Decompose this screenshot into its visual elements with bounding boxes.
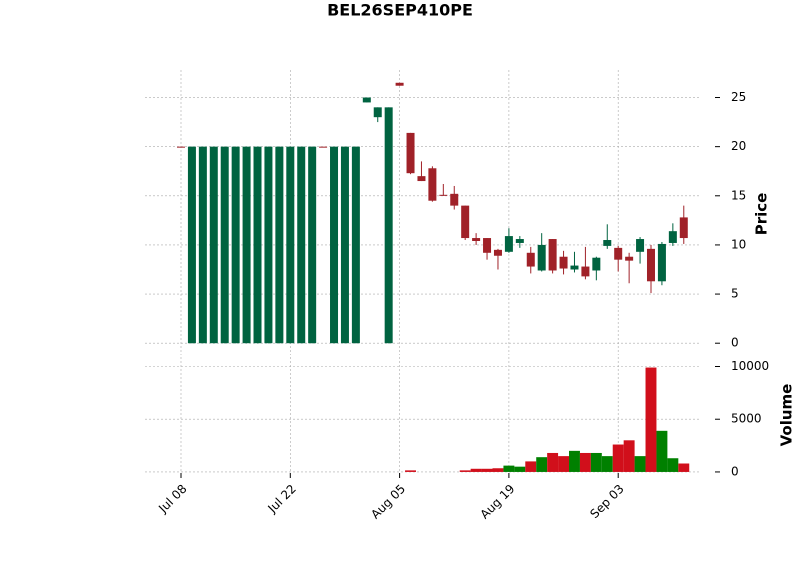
candle-body: [406, 132, 415, 174]
candle-body: [297, 146, 306, 344]
candle-body: [231, 146, 240, 344]
volume-tick-label: 5000: [731, 412, 762, 426]
y-tick-label: 25: [731, 90, 746, 104]
volume-tick-label: 0: [731, 464, 739, 478]
volume-bar: [514, 466, 526, 472]
candle-body: [330, 146, 339, 344]
candle-body: [428, 168, 437, 201]
candle-body: [308, 146, 317, 344]
candle-body: [461, 205, 470, 239]
candle-body: [483, 238, 492, 253]
y-tick-label: 10: [731, 237, 746, 251]
candle-body: [198, 146, 207, 344]
candle-body: [439, 194, 448, 196]
candle-body: [625, 256, 634, 261]
x-tick-label: Aug 19: [478, 482, 518, 522]
candle-body: [581, 266, 590, 277]
candle-body: [657, 243, 666, 282]
volume-bar: [601, 456, 613, 472]
volume-bar: [569, 450, 580, 472]
volume-bar: [481, 468, 493, 472]
candle-body: [319, 146, 328, 148]
volume-bar: [612, 444, 624, 472]
y-tick-label: 5: [731, 287, 739, 301]
volume-bar: [590, 452, 602, 472]
x-tick-label: Jul 22: [265, 482, 299, 516]
volume-bar: [470, 468, 482, 472]
volume-bar: [656, 430, 668, 472]
candle-body: [548, 239, 557, 271]
candle-body: [373, 107, 382, 118]
x-tick-label: Sep 03: [587, 482, 626, 521]
volume-bar: [678, 463, 690, 472]
volume-bar: [623, 440, 635, 472]
candle-body: [646, 248, 655, 282]
candle-body: [636, 239, 645, 252]
candle-body: [472, 238, 481, 241]
candle-body: [504, 236, 513, 252]
volume-axis-label: Volume: [778, 384, 796, 447]
volume-bar: [503, 465, 515, 472]
y-axis-label: Price: [753, 193, 771, 236]
candle-body: [209, 146, 218, 344]
volume-bar: [645, 367, 657, 472]
candle-body: [395, 82, 404, 86]
y-tick-label: 20: [731, 139, 746, 153]
candle-body: [417, 176, 426, 182]
candle-body: [340, 146, 349, 344]
chart-title: BEL26SEP410PE: [327, 1, 473, 20]
candle-body: [515, 239, 524, 243]
candle-body: [275, 146, 284, 344]
x-tick-label: Aug 05: [368, 482, 408, 522]
volume-bar: [558, 456, 570, 472]
candle-body: [592, 257, 601, 271]
candle-body: [220, 146, 229, 344]
candle-body: [384, 107, 393, 344]
volume-bar: [492, 468, 504, 472]
candle-body: [679, 217, 688, 239]
volume-bar: [525, 461, 537, 472]
y-tick-label: 15: [731, 188, 746, 202]
candle-body: [177, 146, 185, 148]
candle-body: [603, 240, 612, 246]
candle-body: [362, 97, 371, 103]
candle-body: [526, 252, 535, 267]
volume-bar: [405, 470, 416, 472]
candle-body: [537, 244, 546, 271]
candle-body: [559, 256, 568, 269]
volume-tick-label: 10000: [731, 359, 769, 373]
volume-bar: [667, 458, 679, 472]
x-tick-label: Jul 08: [155, 482, 189, 516]
volume-bar: [459, 470, 471, 472]
candle-body: [668, 231, 677, 243]
candle-body: [286, 146, 295, 344]
candle-body: [187, 146, 196, 344]
volume-bar: [547, 452, 559, 472]
candle-body: [253, 146, 262, 344]
candle-body: [450, 193, 459, 206]
candle-body: [242, 146, 251, 344]
volume-bar: [536, 457, 548, 472]
volume-bar: [634, 456, 646, 472]
candle-body: [351, 146, 360, 344]
candle-body: [264, 146, 273, 344]
candle-body: [570, 265, 579, 270]
candle-body: [493, 249, 502, 256]
volume-bar: [579, 452, 591, 472]
y-tick-label: 0: [731, 336, 739, 350]
candle-body: [614, 247, 623, 260]
